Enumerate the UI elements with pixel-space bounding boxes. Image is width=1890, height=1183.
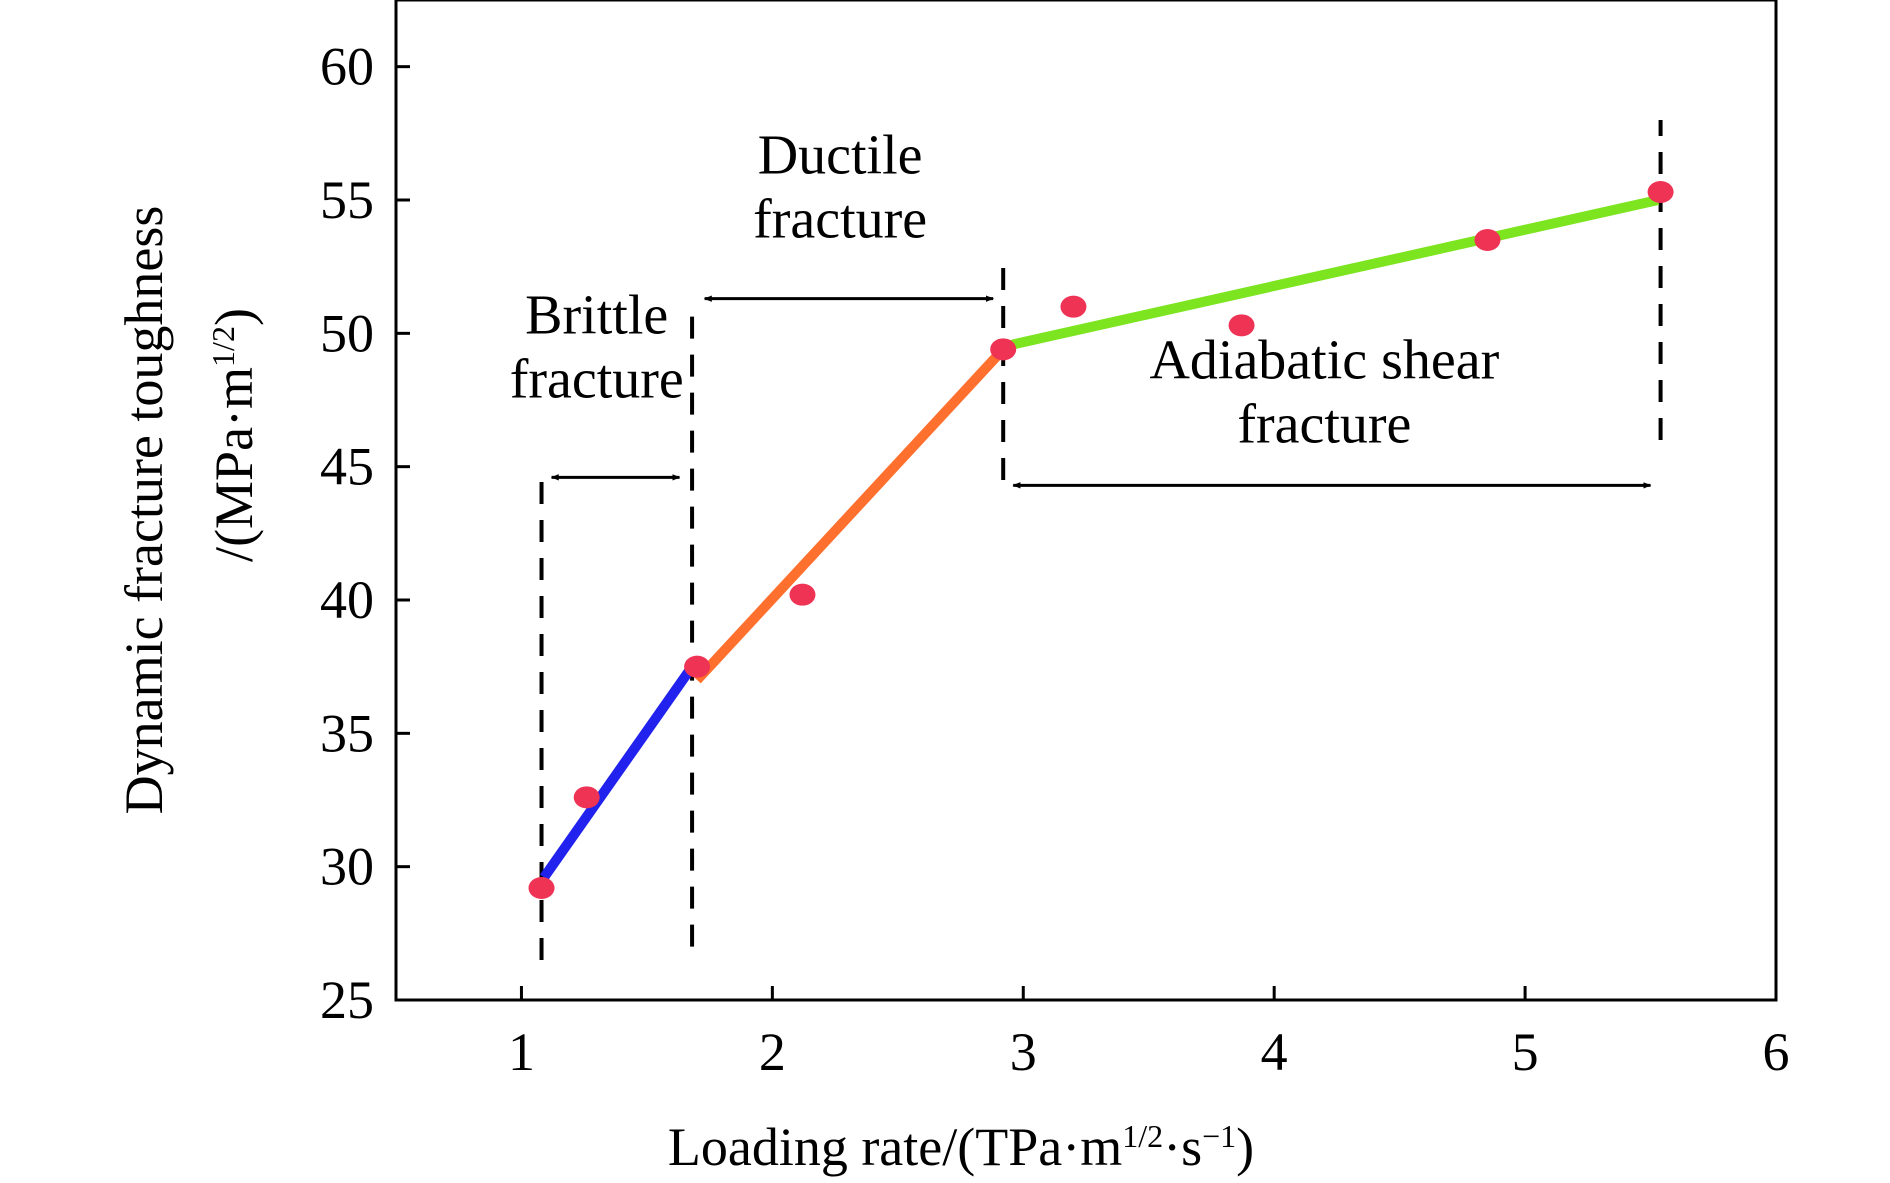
x-tick-label: 1	[508, 1022, 535, 1082]
region-annotation: Ductile fracture	[753, 124, 927, 250]
y-tick-label: 45	[320, 437, 374, 497]
fit-line	[539, 663, 697, 881]
annotation-line: fracture	[1237, 394, 1411, 456]
label-superscript: −1	[1202, 1118, 1236, 1154]
annotation-line: Adiabatic shear	[1149, 330, 1499, 392]
label-text: )	[204, 308, 264, 326]
x-tick-label: 2	[759, 1022, 786, 1082]
fit-line	[1002, 195, 1660, 352]
x-tick-label: 4	[1261, 1022, 1288, 1082]
label-superscript: 1/2	[205, 326, 241, 367]
label-text: Loading rate/(TPa·m	[668, 1117, 1122, 1177]
y-axis: 25 30 35 40 45 50 55 60	[320, 37, 410, 1030]
label-text: )	[1236, 1117, 1254, 1177]
x-axis-title: Loading rate/(TPa·m1/2·s−1)	[668, 1117, 1254, 1177]
x-axis: 1 2 3 4 5 6	[508, 986, 1790, 1082]
annotation-line: Ductile	[758, 124, 923, 186]
region-annotation: Adiabatic shear fracture	[1149, 330, 1499, 456]
y-tick-label: 50	[320, 303, 374, 363]
data-point	[1228, 314, 1255, 337]
region-annotation: Brittle fracture	[510, 284, 684, 410]
data-point	[990, 338, 1017, 361]
label-superscript: 1/2	[1122, 1118, 1163, 1154]
points-layer	[528, 181, 1674, 899]
plot-frame	[394, 0, 1778, 1002]
data-point	[684, 655, 711, 678]
annotation-line: fracture	[510, 348, 684, 410]
annotation-line: fracture	[753, 188, 927, 250]
y-axis-title-line1: Dynamic fracture toughness	[114, 206, 174, 815]
label-text: /(MPa·m	[204, 367, 264, 562]
y-tick-label: 60	[320, 37, 374, 97]
y-tick-label: 55	[320, 170, 374, 230]
y-tick-label: 40	[320, 570, 374, 630]
x-tick-label: 3	[1010, 1022, 1037, 1082]
data-point	[789, 583, 816, 606]
y-tick-label: 35	[320, 703, 374, 763]
x-tick-label: 5	[1512, 1022, 1539, 1082]
fit-line	[693, 345, 1007, 684]
annotation-line: Brittle	[525, 284, 668, 346]
fit-lines-layer	[539, 195, 1660, 881]
y-tick-label: 25	[320, 970, 374, 1030]
label-text: ·s	[1163, 1117, 1202, 1177]
data-point	[1647, 181, 1674, 203]
data-point	[573, 786, 600, 809]
data-point	[528, 877, 555, 899]
y-axis-title-line2: /(MPa·m1/2)	[204, 308, 264, 562]
data-point	[1060, 295, 1087, 318]
x-tick-label: 6	[1763, 1022, 1790, 1082]
y-tick-label: 30	[320, 837, 374, 897]
arrows-layer	[550, 295, 1652, 489]
data-point	[1474, 229, 1501, 251]
